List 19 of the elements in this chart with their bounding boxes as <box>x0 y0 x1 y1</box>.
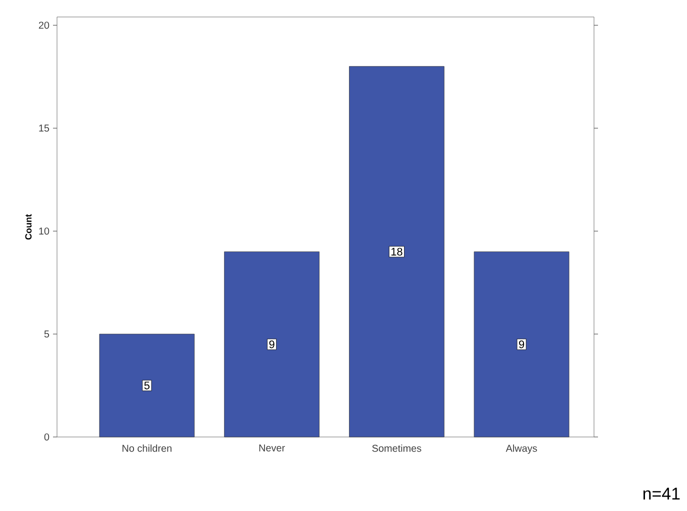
y-tick-label: 10 <box>39 228 50 235</box>
bar <box>224 251 320 438</box>
bar <box>349 66 444 438</box>
bar <box>474 251 570 438</box>
data-label: 9 <box>519 340 524 348</box>
y-tick-label: 20 <box>38 22 50 29</box>
x-tick-label: Sometimes <box>372 444 422 452</box>
data-label: 18 <box>391 248 402 256</box>
y-tick-label: 0 <box>44 433 50 441</box>
text: n=41 <box>643 488 680 500</box>
y-tick-label: 5 <box>44 330 50 338</box>
y-tick-label: 15 <box>39 124 50 132</box>
bar <box>99 334 195 438</box>
y-axis-title: Count <box>25 214 32 240</box>
data-label: 5 <box>144 382 150 390</box>
x-tick-label: No children <box>122 444 172 452</box>
x-tick-label: Always <box>506 444 537 454</box>
data-label: 9 <box>269 340 274 348</box>
x-tick-label: Never <box>259 444 285 452</box>
